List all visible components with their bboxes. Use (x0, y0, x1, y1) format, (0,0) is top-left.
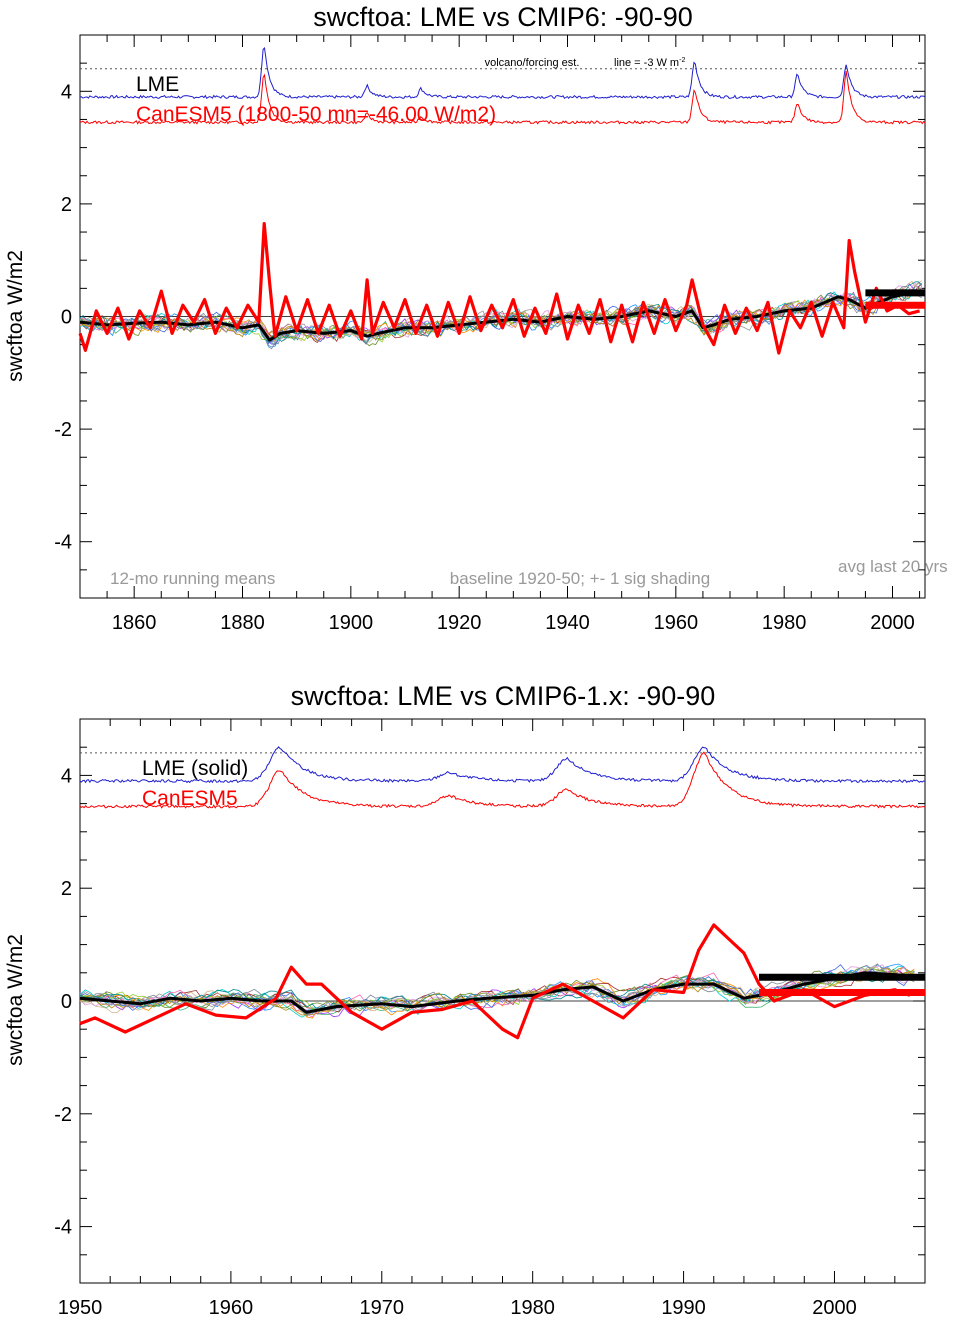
x-tick-label: 1860 (112, 612, 157, 634)
y-tick-label: 4 (61, 765, 72, 787)
x-tick-label: 1900 (329, 612, 374, 634)
forcing-curve-lme (79, 746, 926, 784)
chart-title: swcftoa: LME vs CMIP6-1.x: -90-90 (291, 681, 716, 711)
y-tick-label: 0 (61, 991, 72, 1013)
ensemble-member-line (79, 287, 922, 342)
x-tick-label: 1940 (545, 612, 590, 634)
y-tick-label: 0 (61, 307, 72, 329)
ensemble-member-line (79, 288, 923, 342)
running-means-note: 12-mo running means (110, 569, 275, 588)
line-note: line = -3 W m-2 (614, 57, 685, 69)
forcing-curve-canesm5 (79, 751, 926, 809)
y-tick-label: 2 (61, 878, 72, 900)
x-tick-label: 1950 (58, 1297, 103, 1319)
y-tick-label: 4 (61, 81, 72, 103)
x-tick-label: 1960 (209, 1297, 254, 1319)
series-canesm5-line (78, 222, 921, 355)
ensemble-member-line (79, 964, 915, 1016)
x-tick-label: 2000 (870, 612, 915, 634)
baseline-note: baseline 1920-50; +- 1 sig shading (450, 569, 710, 588)
panel-bottom: swcftoa: LME vs CMIP6-1.x: -90-90 swcfto… (4, 681, 926, 1319)
ensemble-member-line (79, 288, 922, 341)
y-tick-label: 2 (61, 194, 72, 216)
forcing-curve-lme (79, 46, 926, 100)
ensemble-member-line (79, 966, 915, 1013)
line-note-text: line = -3 W m (614, 57, 679, 69)
forcing-curve-canesm5 (79, 70, 926, 125)
x-tick-label: 1920 (437, 612, 482, 634)
y-tick-label: -4 (54, 532, 72, 554)
avg-last-20-note: avg last 20 yrs (838, 557, 948, 576)
y-axis-label: swcftoa W/m2 (4, 934, 27, 1066)
legend-canesm5: CanESM5 (142, 787, 238, 810)
ensemble-member-line (79, 282, 922, 348)
y-tick-label: -2 (54, 1104, 72, 1126)
volcano-note: volcano/forcing est. (485, 57, 580, 69)
x-tick-label: 1980 (510, 1297, 555, 1319)
panel-top: swcftoa: LME vs CMIP6: -90-90 swcftoa W/… (4, 2, 948, 634)
x-tick-label: 1880 (220, 612, 265, 634)
legend-lme: LME (136, 73, 179, 96)
y-tick-label: -4 (54, 1217, 72, 1239)
x-tick-label: 1980 (762, 612, 807, 634)
legend-lme: LME (solid) (142, 757, 248, 780)
line-note-sup: -2 (679, 57, 685, 64)
y-tick-label: -2 (54, 419, 72, 441)
x-tick-label: 2000 (812, 1297, 857, 1319)
ensemble-member-line (79, 287, 923, 343)
legend-canesm5: CanESM5 (1800-50 mn=-46.00 W/m2) (136, 103, 496, 126)
x-tick-label: 1960 (654, 612, 699, 634)
chart-title: swcftoa: LME vs CMIP6: -90-90 (313, 2, 693, 32)
plot-area: -4 -2 0 2 4 1950 1960 1970 1980 1990 2000 (54, 718, 926, 1319)
x-tick-label: 1990 (661, 1297, 706, 1319)
x-tick-label: 1970 (360, 1297, 405, 1319)
plot-area: -4 -2 0 2 4 1860 1880 1900 1920 1940 1960 1980 2000 (54, 34, 926, 634)
y-axis-label: swcftoa W/m2 (4, 250, 27, 382)
